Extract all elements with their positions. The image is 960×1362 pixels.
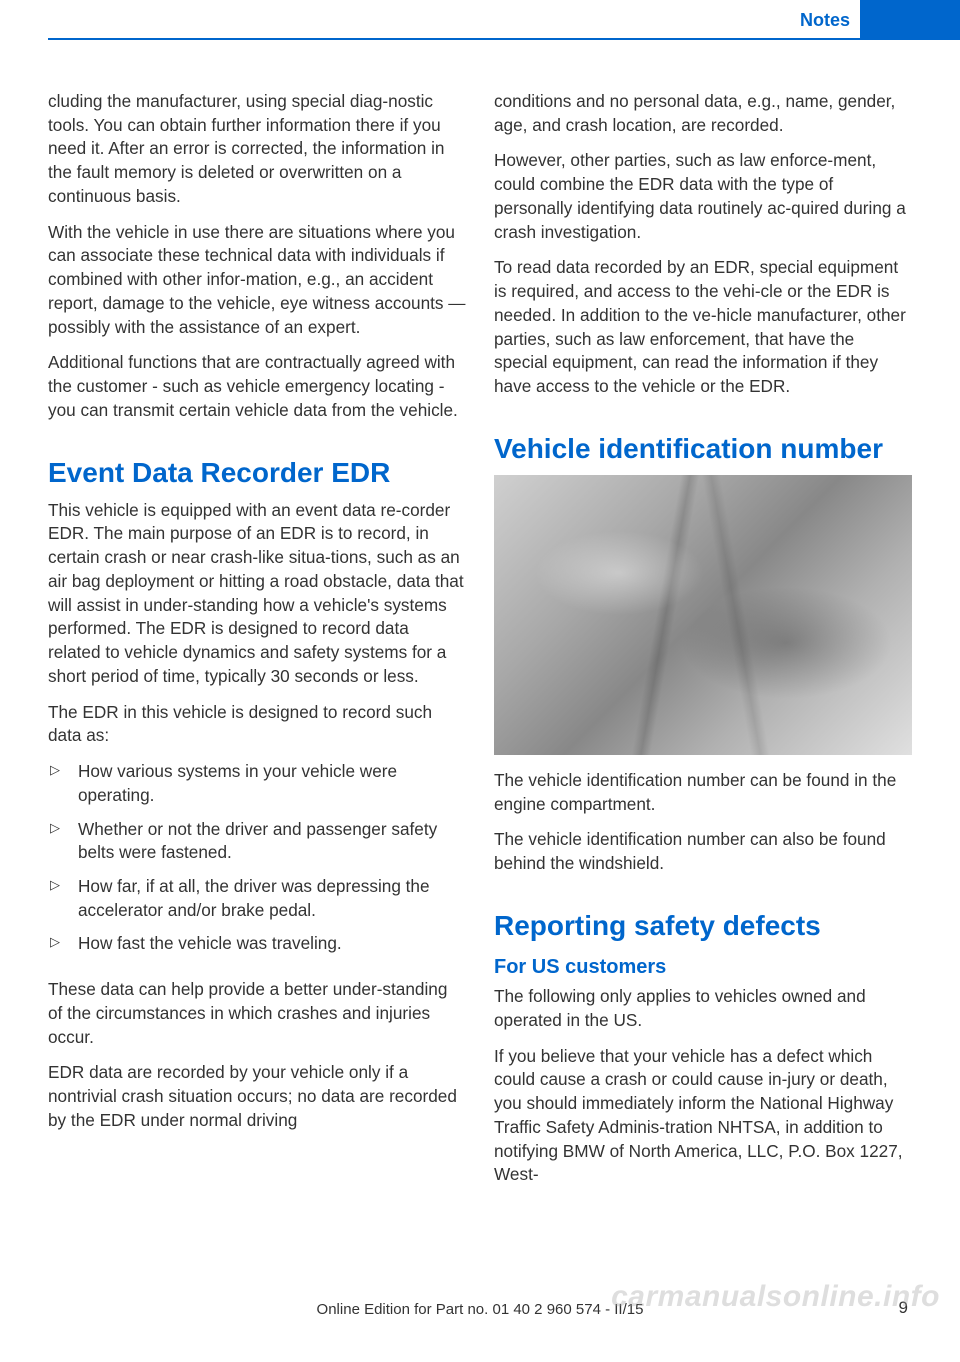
subheading-us-customers: For US customers — [494, 956, 912, 979]
body-text: With the vehicle in use there are situat… — [48, 221, 466, 340]
heading-edr: Event Data Recorder EDR — [48, 457, 466, 489]
column-left: cluding the manufacturer, using special … — [48, 90, 466, 1292]
vin-location-image — [494, 475, 912, 755]
body-text: The vehicle identification number can be… — [494, 769, 912, 816]
body-text: The EDR in this vehicle is designed to r… — [48, 701, 466, 748]
page-number: 9 — [899, 1298, 908, 1318]
body-text: If you believe that your vehicle has a d… — [494, 1045, 912, 1187]
column-right: conditions and no personal data, e.g., n… — [494, 90, 912, 1292]
edr-list: How various systems in your vehicle were… — [48, 760, 466, 966]
heading-safety-defects: Reporting safety defects — [494, 910, 912, 942]
body-text: However, other parties, such as law enfo… — [494, 149, 912, 244]
body-text: cluding the manufacturer, using special … — [48, 90, 466, 209]
list-item: Whether or not the driver and passenger … — [48, 818, 466, 865]
body-text: Additional functions that are contractua… — [48, 351, 466, 422]
body-text: These data can help provide a better und… — [48, 978, 466, 1049]
body-text: To read data recorded by an EDR, special… — [494, 256, 912, 398]
body-text: EDR data are recorded by your vehicle on… — [48, 1061, 466, 1132]
header-section-title: Notes — [800, 10, 850, 31]
header-rule — [48, 38, 960, 40]
heading-vin: Vehicle identification number — [494, 433, 912, 465]
list-item: How far, if at all, the driver was depre… — [48, 875, 466, 922]
header-tab — [860, 0, 960, 38]
body-text: conditions and no personal data, e.g., n… — [494, 90, 912, 137]
list-item: How fast the vehicle was traveling. — [48, 932, 466, 956]
page-body: cluding the manufacturer, using special … — [48, 90, 912, 1292]
body-text: The vehicle identification number can al… — [494, 828, 912, 875]
list-item: How various systems in your vehicle were… — [48, 760, 466, 807]
body-text: This vehicle is equipped with an event d… — [48, 499, 466, 689]
footer-edition: Online Edition for Part no. 01 40 2 960 … — [48, 1301, 912, 1318]
body-text: The following only applies to vehicles o… — [494, 985, 912, 1032]
